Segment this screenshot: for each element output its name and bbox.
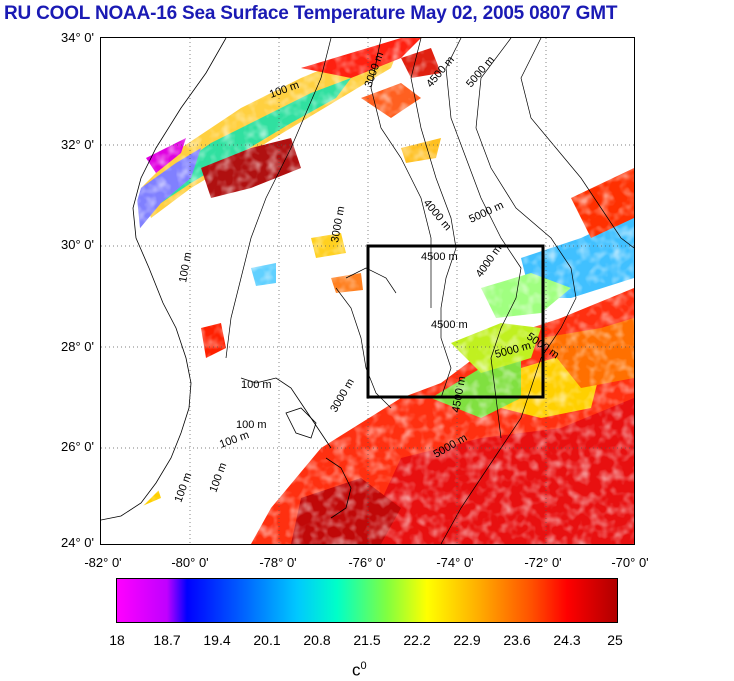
colorbar-tick: 22.9: [453, 632, 481, 648]
lat-label: 28° 0': [61, 339, 94, 354]
lon-label: -74° 0': [436, 555, 474, 570]
lon-label: -82° 0': [84, 555, 122, 570]
colorbar-tick: 18.7: [153, 632, 181, 648]
lon-label: -72° 0': [524, 555, 562, 570]
colorbar-tick: 19.4: [203, 632, 231, 648]
contour-label: 4500 m: [431, 319, 468, 331]
lon-label: -80° 0': [171, 555, 209, 570]
study-area-box: [366, 244, 545, 399]
lat-label: 24° 0': [61, 535, 94, 550]
colorbar-tick: 18: [109, 632, 125, 648]
lat-label: 26° 0': [61, 439, 94, 454]
colorbar-tick: 21.5: [353, 632, 381, 648]
contour-label: 100 m: [177, 251, 194, 283]
lon-label: -76° 0': [348, 555, 386, 570]
lat-label: 32° 0': [61, 137, 94, 152]
lat-label: 34° 0': [61, 30, 94, 45]
lon-label: -70° 0': [611, 555, 649, 570]
contour-label: 100 m: [236, 419, 267, 431]
map-title: RU COOL NOAA-16 Sea Surface Temperature …: [4, 3, 618, 24]
bathymetry-contours: [225, 38, 634, 544]
colorbar-tick: 25: [607, 632, 623, 648]
contour-label: 4500 m: [421, 251, 458, 263]
lon-label: -78° 0': [259, 555, 297, 570]
colorbar-tick: 24.3: [553, 632, 581, 648]
colorbar-tick: 20.1: [253, 632, 281, 648]
contour-label: 100 m: [241, 379, 272, 391]
lat-label: 30° 0': [61, 237, 94, 252]
colorbar-tick: 23.6: [503, 632, 531, 648]
colorbar-tick: 20.8: [303, 632, 331, 648]
colorbar-unit: c0: [352, 660, 367, 680]
colorbar-tick: 22.2: [403, 632, 431, 648]
sst-map-canvas: 3000 m 4500 m 5000 m 100 m 4000 m 5000 m…: [101, 38, 634, 544]
coastline: [101, 38, 352, 521]
temperature-colorbar: [116, 578, 618, 623]
sst-map: 3000 m 4500 m 5000 m 100 m 4000 m 5000 m…: [100, 37, 635, 545]
